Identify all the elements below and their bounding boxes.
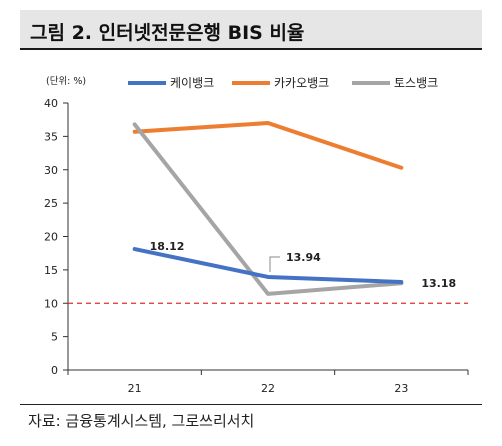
data-label-leader [269, 256, 280, 272]
y-tick-label: 40 [44, 97, 58, 110]
series-line-1 [132, 247, 404, 285]
y-tick-label: 20 [44, 231, 58, 244]
legend: 케이뱅크 카카오뱅크 토스뱅크 [128, 76, 438, 90]
x-tick-label: 23 [394, 382, 408, 395]
legend-label: 토스뱅크 [394, 76, 438, 90]
series-line-3 [132, 122, 404, 296]
series-layer [132, 121, 404, 296]
data-label: 18.12 [150, 240, 185, 253]
series-line-2 [132, 121, 404, 170]
x-tick-label: 21 [128, 382, 142, 395]
y-tick-label: 5 [51, 331, 58, 344]
footer-divider [20, 404, 482, 405]
figure-title: 그림 2. 인터넷전문은행 BIS 비율 [30, 22, 305, 44]
data-label-layer: 18.12 13.94 13.18 [150, 240, 456, 290]
axes: 0 5 10 15 20 25 30 35 40 21 22 23 (단위: %) [44, 75, 469, 395]
line-chart: 0 5 10 15 20 25 30 35 40 21 22 23 (단위: %) 18.12 13.94… [44, 75, 469, 395]
y-tick-label: 10 [44, 297, 58, 310]
y-tick-label: 0 [51, 364, 58, 377]
data-label: 13.18 [421, 277, 456, 290]
y-tick-label: 35 [44, 130, 58, 143]
x-tick-label: 22 [261, 382, 275, 395]
y-tick-label: 25 [44, 197, 58, 210]
legend-label: 케이뱅크 [170, 76, 214, 90]
figure-header: 그림 2. 인터넷전문은행 BIS 비율 [20, 10, 482, 50]
legend-label: 카카오뱅크 [274, 76, 329, 90]
unit-label: (단위: %) [46, 75, 86, 87]
source-note: 자료: 금융통계시스템, 그로쓰리서치 [28, 412, 255, 430]
data-label: 13.94 [286, 251, 321, 264]
y-tick-label: 15 [44, 264, 58, 277]
y-tick-label: 30 [44, 164, 58, 177]
